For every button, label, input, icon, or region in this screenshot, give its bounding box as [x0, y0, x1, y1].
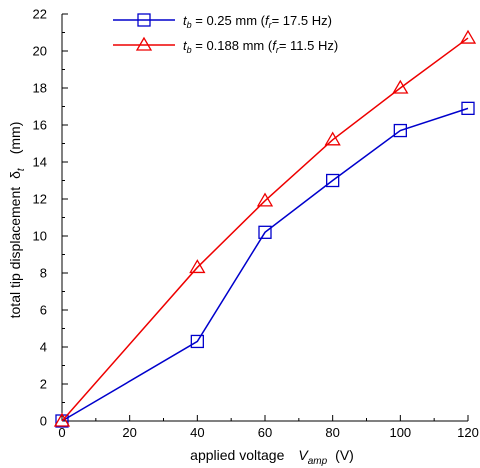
data-point-triangle [189, 259, 206, 274]
data-point-triangle [324, 131, 341, 146]
y-tick-label: 2 [40, 377, 47, 392]
data-point-square [258, 225, 272, 239]
y-tick-label: 16 [33, 118, 47, 133]
data-point-square [190, 334, 204, 349]
x-axis-unit: (V) [335, 447, 354, 463]
series-1 [55, 101, 475, 428]
x-tick-label: 20 [122, 425, 136, 440]
y-tick-label: 8 [40, 266, 47, 281]
data-point-triangle [53, 412, 71, 427]
legend-item: tb = 0.188 mm (fr= 11.5 Hz) [113, 36, 338, 55]
x-tick-label: 60 [258, 425, 272, 440]
y-tick-label: 12 [33, 192, 47, 207]
y-tick-label: 14 [33, 155, 47, 170]
data-point-triangle [392, 79, 409, 94]
x-axis-symbol: V [298, 447, 309, 463]
y-axis-symbol: δ [7, 171, 23, 179]
y-tick-label: 20 [33, 44, 47, 59]
data-point-square [137, 13, 151, 27]
axes: 0 20 40 60 80 100 120 0 2 4 6 8 10 12 14 16 18 20 22 [33, 7, 479, 441]
y-tick-label: 10 [33, 229, 47, 244]
data-point-triangle [459, 29, 477, 44]
y-tick-label: 4 [40, 340, 47, 355]
x-tick-label: 80 [325, 425, 339, 440]
y-axis-unit: (mm) [7, 122, 23, 155]
legend-item: tb = 0.25 mm (fr= 17.5 Hz) [113, 13, 332, 30]
data-point-triangle [256, 192, 274, 207]
series-2 [53, 29, 477, 427]
legend: tb = 0.25 mm (fr= 17.5 Hz) tb = 0.188 mm … [113, 13, 338, 55]
legend-label: tb = 0.25 mm (fr= 17.5 Hz) [183, 13, 332, 30]
series-line [61, 107, 469, 422]
y-tick-label: 18 [33, 81, 47, 96]
x-tick-label: 40 [190, 425, 204, 440]
legend-label: tb = 0.188 mm (fr= 11.5 Hz) [183, 38, 338, 55]
y-tick-label: 22 [33, 7, 47, 22]
x-axis-title: applied voltage Vamp (V) [190, 447, 354, 467]
data-point-square [326, 173, 340, 188]
x-tick-label: 100 [389, 425, 411, 440]
data-point-square [461, 101, 475, 115]
y-tick-label: 0 [40, 414, 47, 429]
y-axis-title: total tip displacement δt (mm) [7, 122, 27, 319]
x-tick-label: 0 [58, 425, 65, 440]
x-axis-subscript: amp [308, 456, 328, 467]
x-tick-label: 120 [457, 425, 479, 440]
data-point-triangle [135, 36, 153, 51]
data-point-square [393, 123, 407, 138]
y-axis-title-main: total tip displacement [7, 187, 23, 319]
y-axis-subscript: t [16, 167, 27, 171]
series-line [61, 37, 469, 422]
y-tick-label: 6 [40, 303, 47, 318]
x-axis-title-main: applied voltage [190, 447, 284, 463]
series-layer [53, 29, 477, 428]
